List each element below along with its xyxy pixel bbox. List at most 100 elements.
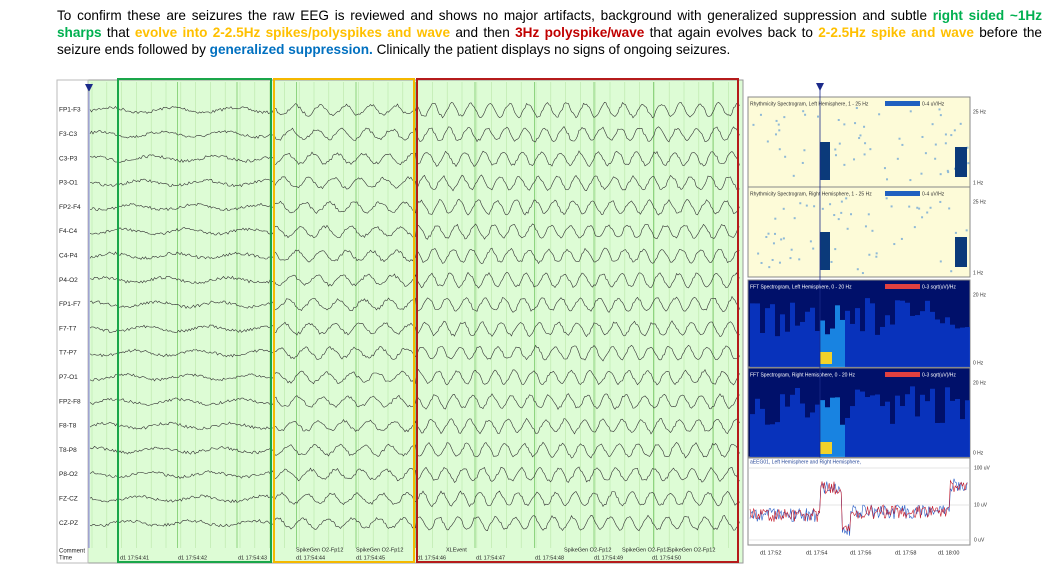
fft-column <box>795 388 800 457</box>
fft-column <box>790 394 795 457</box>
fft-column <box>875 334 880 367</box>
spectro-blob <box>809 240 812 243</box>
spectro-blob <box>950 134 953 137</box>
panel-title: Rhythmicity Spectrogram, Left Hemisphere… <box>750 101 869 107</box>
caption-segment: that again evolves back to <box>644 25 819 40</box>
spectro-blob <box>924 152 927 155</box>
fft-column <box>935 422 940 457</box>
spectro-blob <box>774 217 777 220</box>
fft-column <box>805 311 810 367</box>
caption: To confirm these are seizures the raw EE… <box>57 7 1042 58</box>
timestamp: d1 17:54:43 <box>238 555 267 561</box>
spectro-blob <box>934 157 937 160</box>
aeeg-level-label: 10 uV <box>974 502 988 508</box>
trend-time: d1 18:00 <box>938 550 959 556</box>
channel-label: P3-O1 <box>59 180 78 187</box>
spectro-blob <box>875 252 878 255</box>
spectro-blob <box>840 200 843 203</box>
spectro-blob <box>926 211 929 214</box>
fft-column <box>865 397 870 457</box>
fft-column <box>755 398 760 457</box>
fft-column <box>895 395 900 457</box>
fft-column <box>940 422 945 457</box>
fft-column <box>750 414 755 457</box>
caption-segment: before the seizure ends followed by <box>57 25 1042 57</box>
fft-column <box>915 416 920 457</box>
channel-label: P8-O2 <box>59 471 78 478</box>
trend-panel <box>747 96 971 188</box>
spectro-blob <box>783 116 786 119</box>
fft-column <box>840 424 845 457</box>
spectro-blob <box>778 148 781 151</box>
aeeg-level-label: 100 uV <box>974 465 991 471</box>
spectro-blob <box>938 108 941 111</box>
spectro-blob <box>947 171 950 174</box>
spectro-blob <box>752 123 755 126</box>
channel-label: C3-P3 <box>59 155 78 162</box>
spectro-blob <box>916 206 919 209</box>
trend-panel <box>747 186 971 278</box>
spectro-blob <box>861 272 864 275</box>
channel-label: P4-O2 <box>59 277 78 284</box>
fft-column <box>910 386 915 457</box>
aeeg-level-label: 0 uV <box>974 537 985 543</box>
fft-column <box>800 321 805 367</box>
fft-column <box>850 406 855 457</box>
panel-bottom: 0 Hz <box>973 360 984 366</box>
fft-column <box>820 320 825 367</box>
event-label: SpikeGen O2-Fp12 <box>356 547 403 553</box>
spectro-blob <box>875 255 878 258</box>
fft-column <box>815 404 820 457</box>
panel-title: FFT Spectrogram, Right Hemisphere, 0 - 2… <box>750 372 855 378</box>
spectro-blob <box>966 146 969 149</box>
timestamp: d1 17:54:49 <box>594 555 623 561</box>
panel-top: 25 Hz <box>973 199 987 205</box>
spectro-blob <box>813 205 816 208</box>
spectro-burst <box>820 142 830 180</box>
spectro-blob <box>944 142 947 145</box>
event-label: XLEvent <box>446 547 467 553</box>
fft-column <box>765 424 770 457</box>
fft-column <box>855 308 860 367</box>
fft-column <box>850 323 855 367</box>
scale-bar <box>885 191 920 196</box>
panel-bottom: 1 Hz <box>973 180 984 186</box>
event-label: SpikeGen O2-Fp12 <box>668 547 715 553</box>
spectro-blob <box>959 122 962 125</box>
spectro-burst <box>820 232 830 270</box>
panel-top: 25 Hz <box>973 109 987 115</box>
spectro-blob <box>871 229 874 232</box>
caption-segment: 2-2.5Hz spike and wave <box>818 25 974 40</box>
spectro-blob <box>834 154 837 157</box>
eeg-background <box>56 79 744 564</box>
timestamp: d1 17:54:50 <box>652 555 681 561</box>
aeeg-trace <box>749 479 968 532</box>
spectro-blob <box>834 248 837 251</box>
caption-segment: Clinically the patient displays no signs… <box>372 42 731 57</box>
channel-label: FP1-F3 <box>59 107 81 114</box>
fft-column <box>810 412 815 457</box>
fft-column <box>930 388 935 457</box>
spectro-blob <box>869 148 872 151</box>
spectro-blob <box>909 179 912 182</box>
fft-column <box>870 303 875 367</box>
fft-column <box>760 332 765 367</box>
label-column <box>56 79 89 564</box>
spectro-blob <box>771 258 774 261</box>
caption-segment: generalized suppression. <box>209 42 373 57</box>
fft-column <box>950 324 955 367</box>
event-label: SpikeGen O2-Fp12 <box>622 547 669 553</box>
fft-column <box>825 407 830 457</box>
caption-segment: 3Hz polyspike/wave <box>515 25 645 40</box>
fft-column <box>925 401 930 457</box>
spectro-blob <box>767 232 770 235</box>
spectro-blob <box>765 235 768 238</box>
spectro-blob <box>939 200 942 203</box>
fft-column <box>870 395 875 457</box>
fft-column <box>960 327 965 367</box>
spectro-blob <box>775 119 778 122</box>
fft-column <box>865 298 870 367</box>
channel-label: T7-P7 <box>59 350 77 357</box>
channel-label: FP1-F7 <box>59 301 81 308</box>
